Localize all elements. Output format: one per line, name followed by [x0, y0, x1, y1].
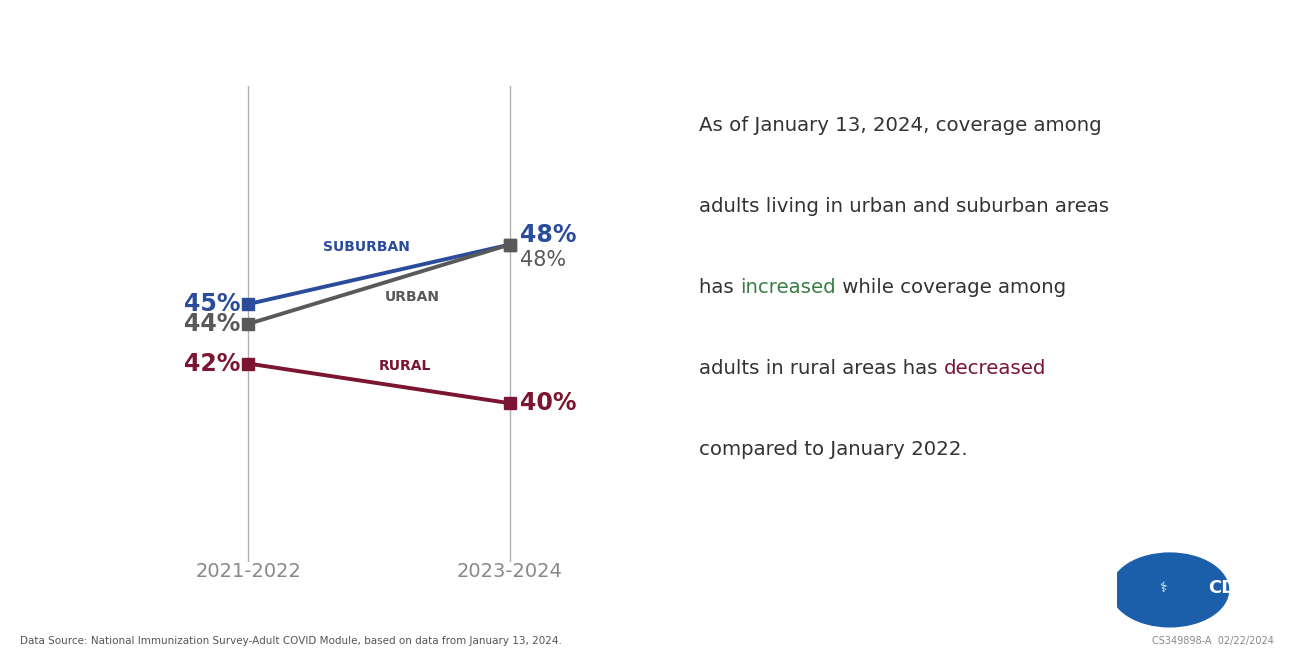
Text: 45%: 45%: [184, 292, 240, 316]
Text: while coverage among: while coverage among: [836, 278, 1067, 297]
Text: RURAL: RURAL: [379, 360, 431, 373]
Text: increased: increased: [740, 278, 836, 297]
Text: 42%: 42%: [184, 352, 240, 375]
Text: CS349898-A  02/22/2024: CS349898-A 02/22/2024: [1153, 637, 1274, 646]
Text: ⚕: ⚕: [1159, 581, 1167, 595]
Text: 40%: 40%: [520, 391, 576, 415]
Text: As of January 13, 2024, coverage among: As of January 13, 2024, coverage among: [699, 116, 1102, 136]
Text: 2021-2022: 2021-2022: [195, 562, 302, 581]
Text: URBAN: URBAN: [384, 290, 439, 304]
Text: in Adults 18 Years and Older: in Adults 18 Years and Older: [486, 38, 948, 69]
Text: adults in rural areas has: adults in rural areas has: [699, 359, 944, 378]
Text: CDC: CDC: [1208, 579, 1249, 597]
Text: Data Source: National Immunization Survey-Adult COVID Module, based on data from: Data Source: National Immunization Surve…: [20, 637, 562, 646]
Text: Flu Vaccination Coverage: Flu Vaccination Coverage: [29, 38, 486, 69]
Circle shape: [1111, 553, 1229, 627]
Text: 2023-2024: 2023-2024: [456, 562, 563, 581]
Text: adults living in urban and suburban areas: adults living in urban and suburban area…: [699, 197, 1110, 216]
Text: has: has: [699, 278, 740, 297]
Text: decreased: decreased: [944, 359, 1047, 378]
Text: 48%: 48%: [520, 223, 576, 247]
Text: compared to January 2022.: compared to January 2022.: [699, 440, 968, 459]
Text: SUBURBAN: SUBURBAN: [323, 241, 409, 254]
Text: 48%: 48%: [520, 251, 566, 270]
Text: 44%: 44%: [184, 312, 240, 336]
Circle shape: [1100, 547, 1238, 633]
